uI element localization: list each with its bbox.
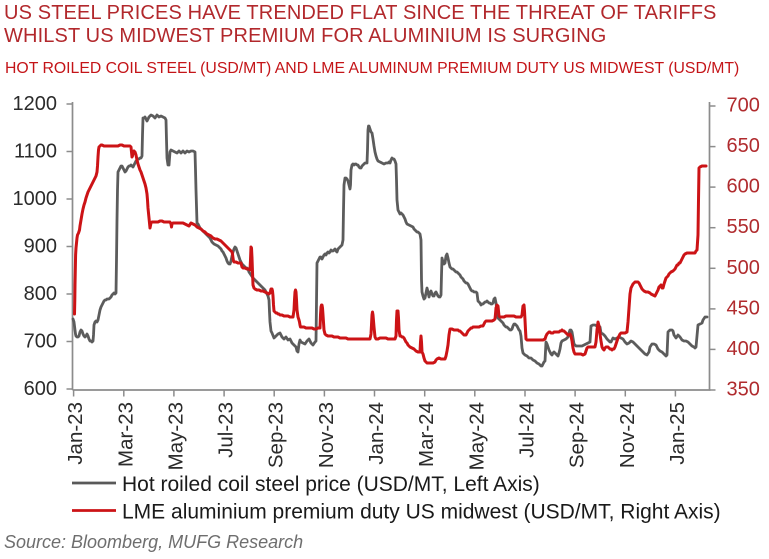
- svg-text:Nov-24: Nov-24: [616, 402, 639, 468]
- svg-text:Source: Bloomberg, MUFG Resear: Source: Bloomberg, MUFG Research: [4, 532, 303, 552]
- svg-text:500: 500: [727, 257, 760, 279]
- svg-text:Hot roiled coil steel price (U: Hot roiled coil steel price (USD/MT, Lef…: [122, 473, 540, 496]
- svg-text:450: 450: [727, 297, 760, 319]
- svg-text:650: 650: [727, 135, 760, 157]
- svg-text:1100: 1100: [14, 140, 57, 162]
- svg-text:Jul-23: Jul-23: [215, 402, 238, 458]
- svg-text:800: 800: [24, 283, 57, 305]
- svg-text:Jan-24: Jan-24: [365, 402, 388, 465]
- svg-text:900: 900: [24, 235, 57, 257]
- svg-text:May-24: May-24: [465, 402, 488, 470]
- svg-text:Nov-23: Nov-23: [315, 402, 338, 468]
- svg-text:Mar-23: Mar-23: [114, 402, 137, 467]
- svg-text:400: 400: [727, 338, 760, 360]
- svg-text:350: 350: [727, 379, 760, 401]
- svg-text:Mar-24: Mar-24: [415, 402, 438, 467]
- svg-text:550: 550: [727, 216, 760, 238]
- svg-text:600: 600: [24, 378, 57, 400]
- svg-text:1200: 1200: [13, 93, 58, 115]
- svg-text:700: 700: [24, 330, 57, 352]
- svg-text:May-23: May-23: [164, 402, 187, 470]
- svg-text:Sep-23: Sep-23: [265, 402, 288, 468]
- svg-text:Jul-24: Jul-24: [516, 402, 539, 458]
- svg-text:700: 700: [727, 95, 760, 117]
- svg-text:Jan-25: Jan-25: [666, 402, 689, 465]
- svg-text:600: 600: [727, 176, 760, 198]
- svg-text:LME aluminium premium duty US: LME aluminium premium duty US midwest (U…: [122, 501, 721, 524]
- svg-text:Jan-23: Jan-23: [64, 402, 87, 465]
- svg-text:Sep-24: Sep-24: [566, 402, 589, 468]
- svg-text:1000: 1000: [13, 188, 58, 210]
